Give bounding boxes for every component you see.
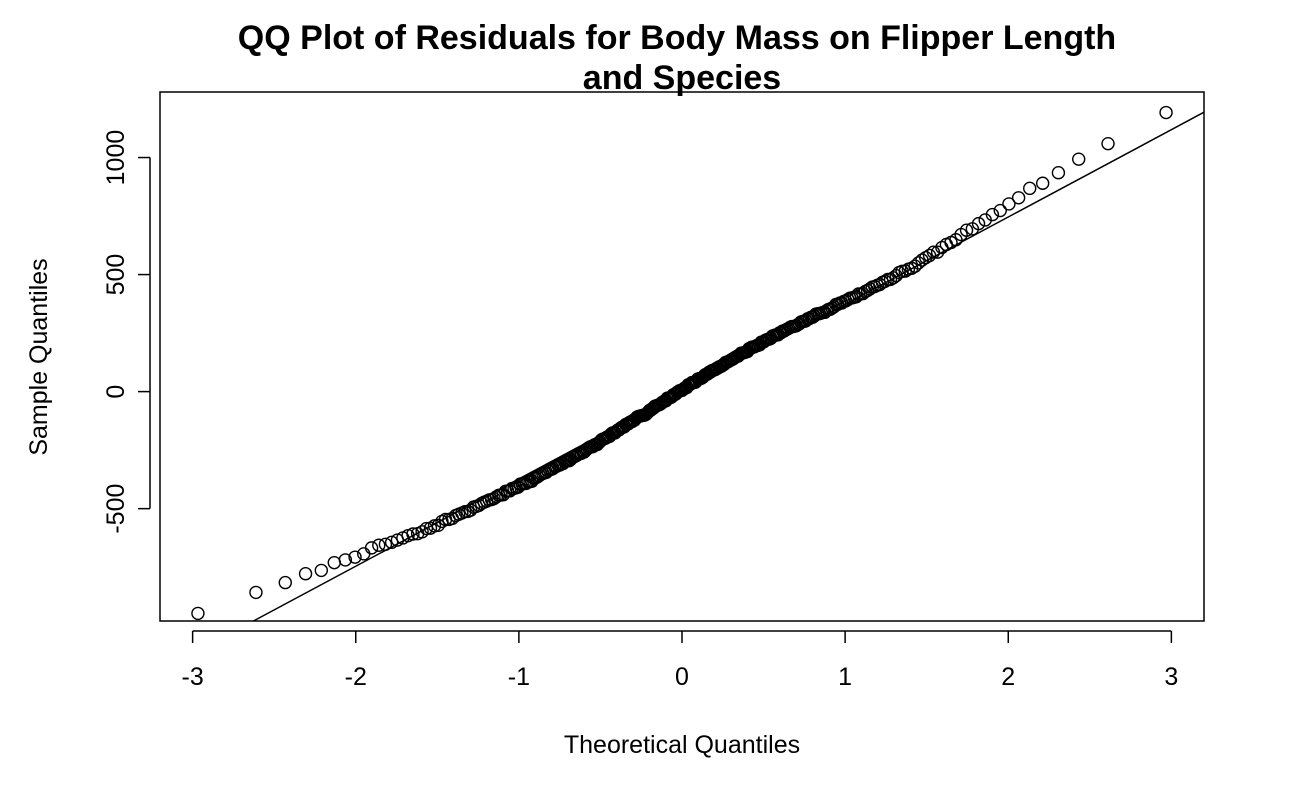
- y-axis: -500 0 500 1000: [102, 130, 151, 534]
- x-tick-label: 3: [1164, 663, 1178, 691]
- x-tick-label: -1: [508, 663, 530, 691]
- chart-title-line-2: and Species: [583, 59, 781, 97]
- data-point: [278, 575, 292, 590]
- y-tick-label: 1000: [102, 130, 130, 186]
- data-point: [496, 488, 510, 502]
- data-point: [364, 541, 379, 555]
- y-tick-label: 0: [102, 385, 130, 399]
- data-point: [372, 538, 386, 552]
- data-point: [415, 525, 429, 539]
- data-point: [419, 521, 434, 536]
- x-tick-label: 0: [675, 663, 689, 691]
- data-point: [1011, 191, 1026, 205]
- data-point: [1072, 152, 1086, 166]
- x-axis-label: Theoretical Quantiles: [564, 731, 800, 759]
- x-tick-label: -3: [182, 663, 204, 691]
- qq-reference-line: [253, 111, 1205, 622]
- data-point: [1002, 197, 1016, 211]
- y-axis-label: Sample Quantiles: [25, 258, 53, 455]
- data-point: [249, 585, 263, 600]
- x-tick-label: 1: [838, 663, 852, 691]
- data-point: [338, 553, 353, 567]
- data-point: [878, 274, 892, 288]
- x-tick-label: 2: [1001, 663, 1015, 691]
- data-points: [191, 105, 1173, 621]
- data-point: [1101, 136, 1115, 151]
- x-tick-label: -2: [345, 663, 367, 691]
- y-tick-label: -500: [102, 484, 130, 534]
- data-point: [985, 207, 1000, 222]
- chart-title-line-1: QQ Plot of Residuals for Body Mass on Fl…: [238, 19, 1116, 57]
- data-point: [1023, 181, 1037, 196]
- data-point: [384, 535, 399, 550]
- data-point: [993, 203, 1007, 218]
- data-point: [314, 563, 329, 578]
- data-point: [959, 223, 974, 237]
- data-point: [348, 550, 362, 564]
- y-tick-label: 500: [102, 254, 130, 296]
- data-point: [926, 245, 941, 259]
- data-point: [971, 216, 986, 231]
- data-point: [191, 606, 205, 621]
- reference-line-group: [253, 111, 1205, 622]
- plot-frame: [159, 91, 1205, 622]
- x-axis: -3 -2 -1 0 1 2 3: [182, 630, 1178, 691]
- data-point: [406, 527, 420, 541]
- data-point: [1051, 166, 1066, 180]
- data-point: [1159, 105, 1173, 120]
- data-point: [298, 567, 313, 581]
- data-point: [1035, 176, 1050, 190]
